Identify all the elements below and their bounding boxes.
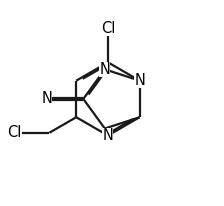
Text: N: N	[99, 62, 110, 77]
Text: N: N	[103, 128, 113, 143]
Text: Cl: Cl	[8, 125, 22, 140]
Text: Cl: Cl	[101, 21, 115, 36]
Text: N: N	[41, 91, 52, 107]
Text: N: N	[134, 73, 145, 88]
